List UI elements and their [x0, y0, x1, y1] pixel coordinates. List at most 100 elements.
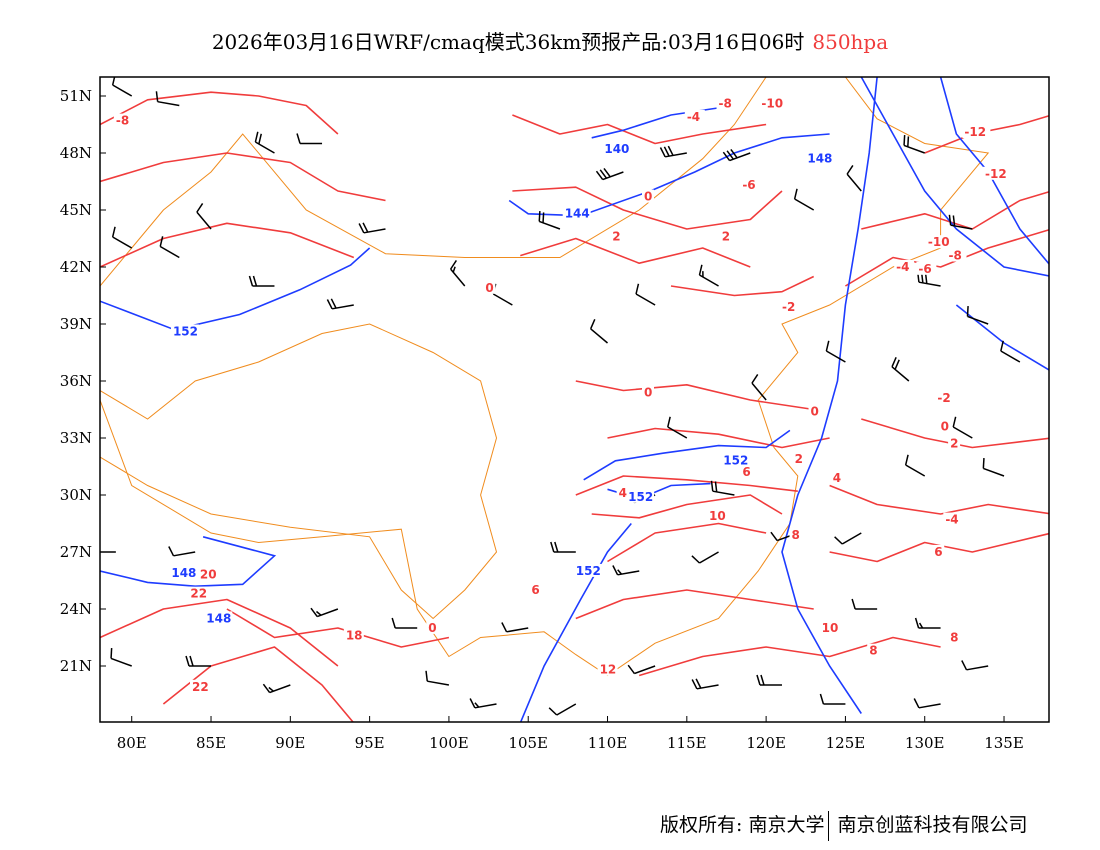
- temp-contour-label: -6: [1050, 399, 1063, 413]
- temp-contour-label: 0: [941, 420, 949, 434]
- temperature-contour: [162, 646, 355, 722]
- wind-barb: [168, 546, 196, 557]
- wind-barb: [100, 551, 116, 553]
- height-contour: [100, 536, 277, 588]
- lat-tick-label: 30N: [60, 486, 92, 504]
- temperature-contour: [512, 114, 767, 145]
- wind-barb: [595, 167, 624, 181]
- wind-barb: [111, 226, 133, 249]
- lat-tick-label: 21N: [60, 657, 92, 675]
- wind-barb: [326, 298, 354, 310]
- temp-contour-label: -8: [116, 114, 129, 128]
- temp-contour-label: 22: [190, 587, 207, 601]
- wind-barb: [185, 655, 212, 667]
- height-contour: [955, 304, 1049, 371]
- temperature-contour: [829, 484, 1049, 515]
- temp-contour-label: -6: [742, 178, 755, 192]
- temp-contour-label: 2: [950, 437, 958, 451]
- temp-contour-label: -8: [949, 249, 962, 263]
- temperature-contour: [844, 228, 1049, 287]
- temperature-contour: [100, 222, 355, 268]
- wind-barb: [538, 211, 561, 230]
- temperature-contour: [226, 608, 450, 648]
- lon-tick-label: 120E: [746, 734, 786, 752]
- wind-barb: [548, 703, 577, 716]
- wind-barb: [891, 356, 910, 382]
- temperature-contour: [100, 152, 386, 202]
- wind-barb: [627, 664, 656, 675]
- height-contour: [583, 429, 791, 481]
- wind-barb: [691, 678, 719, 690]
- temp-contour-label: -2: [937, 391, 950, 405]
- temperature-contour: [512, 186, 783, 230]
- temperature-contour: [607, 427, 830, 449]
- lat-tick-label: 51N: [60, 87, 92, 105]
- temp-contour-label: 8: [950, 630, 958, 644]
- lat-tick-label: 33N: [60, 429, 92, 447]
- copyright-left: 版权所有: 南京大学: [660, 814, 825, 836]
- copyright-right: 南京创蓝科技有限公司: [837, 814, 1028, 836]
- wind-barb: [612, 565, 640, 576]
- wind-barb: [110, 648, 132, 667]
- lon-tick-label: 105E: [508, 734, 548, 752]
- temp-contour-label: 12: [600, 663, 617, 677]
- lon-tick-label: 130E: [905, 734, 945, 752]
- lat-tick-label: 48N: [60, 144, 92, 162]
- temperature-contour: [520, 237, 751, 268]
- height-contour-label: 140: [604, 142, 629, 156]
- lon-tick-label: 100E: [429, 734, 469, 752]
- wind-barb: [589, 318, 609, 344]
- temp-contour-label: 6: [934, 545, 942, 559]
- wind-barb: [254, 131, 275, 154]
- lon-tick-label: 135E: [984, 734, 1024, 752]
- wind-barb: [793, 188, 815, 211]
- temperature-contour: [670, 275, 815, 297]
- wind-barb: [825, 340, 846, 363]
- height-contour-label: 148: [807, 152, 832, 166]
- temp-contour-label: 6: [742, 465, 750, 479]
- temperature-contour: [591, 494, 783, 519]
- wind-barb: [635, 283, 656, 306]
- wind-barb: [155, 91, 180, 107]
- country-border: [100, 77, 990, 677]
- wind-barb: [111, 77, 133, 97]
- lon-tick-label: 125E: [826, 734, 866, 752]
- height-contour: [508, 133, 830, 217]
- height-contour: [781, 77, 878, 714]
- temperature-contour: [607, 522, 767, 563]
- wind-barb: [550, 541, 576, 553]
- height-contour: [100, 247, 371, 331]
- wind-barb: [296, 133, 323, 145]
- temp-contour-label: -12: [964, 125, 986, 139]
- temp-contour-label: 4: [619, 486, 627, 500]
- lon-tick-label: 115E: [667, 734, 707, 752]
- wind-barb: [248, 275, 275, 287]
- axis-ticks: 80E 85E 90E 95E 100E 105E 110E 115E 120E 125E 130E…: [60, 87, 1024, 752]
- pressure-level: 850hpa: [812, 30, 889, 54]
- temp-contour-label: 0: [644, 190, 652, 204]
- wind-barb: [310, 607, 339, 618]
- temp-contour-label: 2: [612, 230, 620, 244]
- wind-barb: [262, 683, 291, 694]
- temp-contour-label: -4: [896, 260, 909, 274]
- temperature-contour: [575, 380, 814, 411]
- height-contour-label: 148: [206, 611, 231, 625]
- map-frame: [99, 76, 1050, 723]
- temp-contour-label: 0: [644, 385, 652, 399]
- temp-contour-label: 0: [428, 621, 436, 635]
- wind-barb: [913, 698, 941, 709]
- wind-barb: [966, 306, 989, 325]
- height-contour-label: 152: [576, 564, 601, 578]
- wind-barb: [982, 458, 1005, 477]
- height-contour-label: 152: [628, 490, 653, 504]
- wind-barb: [948, 214, 973, 230]
- temp-contour-label: -10: [761, 97, 783, 111]
- temp-contour-label: 4: [833, 471, 841, 485]
- temp-contour-label: -6: [918, 262, 931, 276]
- wind-barb: [501, 622, 529, 633]
- wind-barb: [903, 135, 925, 154]
- temp-contour-label: 8: [791, 528, 799, 542]
- height-contour-label: 152: [723, 454, 748, 468]
- wind-barb: [159, 236, 180, 259]
